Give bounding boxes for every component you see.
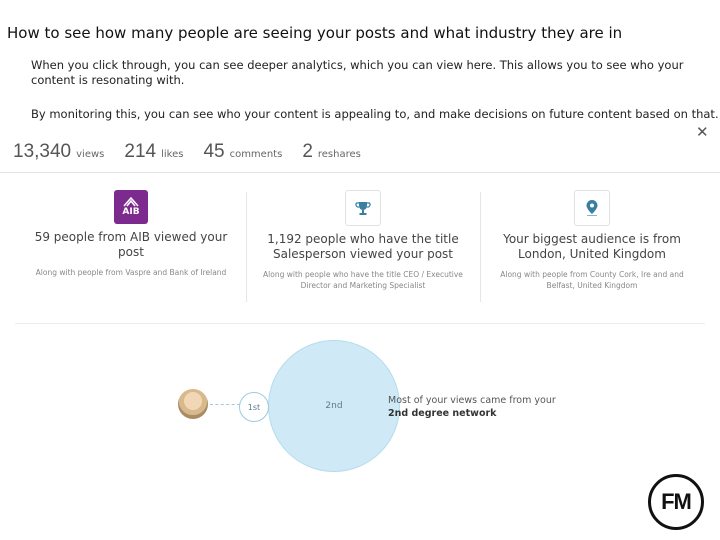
slide-title: How to see how many people are seeing yo… xyxy=(7,24,623,42)
card-subtext: Along with people who have the title CEO… xyxy=(263,270,463,290)
intro-paragraph: When you click through, you can see deep… xyxy=(31,58,684,87)
stat-comments[interactable]: 45 comments xyxy=(203,141,282,163)
card-headline: 59 people from AIB viewed your post xyxy=(34,230,228,259)
stat-label: views xyxy=(76,149,105,160)
network-summary: Most of your views came from your 2nd de… xyxy=(388,394,558,420)
stat-likes[interactable]: 214 likes xyxy=(124,141,183,163)
avatar xyxy=(178,389,208,419)
second-degree-circle: 2nd xyxy=(268,340,400,472)
section-divider xyxy=(15,323,705,324)
stat-value: 214 xyxy=(124,141,157,162)
location-pin-icon xyxy=(574,190,610,226)
stat-value: 13,340 xyxy=(13,141,72,162)
stat-value: 2 xyxy=(302,141,313,162)
network-summary-suffix: degree network xyxy=(408,408,497,419)
card-headline: 1,192 people who have the title Salesper… xyxy=(267,232,459,261)
close-icon[interactable]: ✕ xyxy=(696,123,709,141)
stat-label: reshares xyxy=(317,149,361,160)
location-insight-card[interactable]: Your biggest audience is from London, Un… xyxy=(487,190,697,291)
stat-label: likes xyxy=(161,149,184,160)
first-degree-circle: 1st xyxy=(239,392,269,422)
stat-reshares[interactable]: 2 reshares xyxy=(302,141,361,163)
card-headline: Your biggest audience is from London, Un… xyxy=(503,232,681,261)
column-separator xyxy=(480,192,481,302)
network-summary-text: Most of your views came from your xyxy=(388,395,556,406)
second-degree-label: 2nd xyxy=(325,401,343,411)
company-insight-card[interactable]: AIB 59 people from AIB viewed your post … xyxy=(26,190,236,278)
first-degree-label: 1st xyxy=(247,402,261,412)
card-subtext: Along with people from County Cork, Ire … xyxy=(500,270,684,290)
stat-label: comments xyxy=(229,149,283,160)
intro-paragraph-2: By monitoring this, you can see who your… xyxy=(31,107,719,121)
network-degree: 2nd xyxy=(388,408,409,419)
card-subtext: Along with people from Vaspre and Bank o… xyxy=(35,268,227,277)
aib-logo-icon: AIB xyxy=(114,190,148,224)
aib-logo-text: AIB xyxy=(122,207,140,217)
stat-value: 45 xyxy=(203,141,225,162)
post-stats-bar: 13,340 views 214 likes 45 comments 2 res… xyxy=(13,141,381,163)
divider xyxy=(0,172,720,173)
fm-logo: FM xyxy=(648,474,704,530)
title-insight-card[interactable]: 1,192 people who have the title Salesper… xyxy=(258,190,468,291)
column-separator xyxy=(246,192,247,302)
trophy-icon xyxy=(345,190,381,226)
stat-views[interactable]: 13,340 views xyxy=(13,141,104,163)
connector-line xyxy=(210,404,240,405)
